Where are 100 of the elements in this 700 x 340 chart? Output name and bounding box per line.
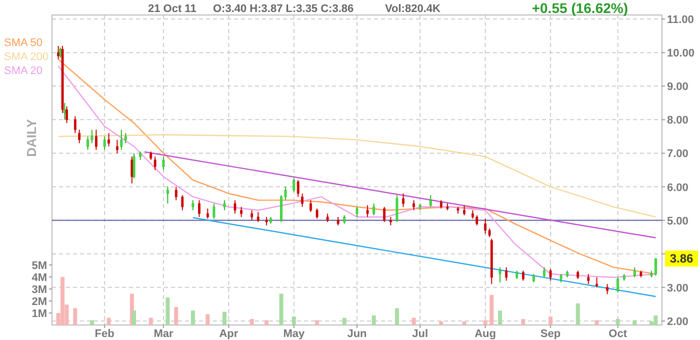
candlestick: [198, 200, 200, 218]
candlestick: [383, 206, 386, 222]
candlestick: [412, 200, 415, 211]
bar: [439, 321, 444, 325]
bar: [498, 310, 502, 325]
candlestick: [240, 206, 243, 218]
candlestick: [543, 266, 546, 278]
y-tick-label: 10.00: [667, 48, 695, 60]
series-label: SMA 20: [4, 65, 43, 77]
candlestick: [162, 156, 165, 170]
y-tick-label: 6.00: [667, 182, 688, 194]
bar: [483, 320, 488, 325]
candlestick: [396, 194, 398, 222]
x-tick-label: Sep: [540, 328, 561, 340]
bar: [654, 315, 658, 325]
candlestick: [154, 156, 156, 170]
candlestick: [505, 266, 508, 282]
candlestick: [192, 200, 194, 211]
bar: [632, 320, 637, 325]
annotation: O:3.40 H:3.87 L:3.35 C:3.86: [213, 3, 354, 15]
bar: [490, 294, 494, 325]
x-tick-label: May: [283, 328, 306, 340]
bar: [372, 315, 376, 325]
x-tick-label: Jun: [347, 328, 368, 340]
candlestick: [484, 218, 487, 234]
bar: [394, 308, 399, 325]
x-tick-label: Jul: [412, 328, 428, 340]
candlestick: [429, 194, 432, 208]
candlestick: [292, 178, 296, 192]
candlestick: [74, 116, 76, 134]
bar: [166, 297, 170, 325]
candlestick: [124, 132, 127, 144]
candlestick: [596, 276, 598, 288]
candlestick: [206, 208, 209, 220]
y-tick-label: 7.00: [667, 148, 688, 160]
candlestick: [616, 276, 620, 293]
bar: [222, 312, 226, 325]
bar: [132, 310, 136, 325]
candlestick: [372, 203, 376, 216]
series-label: SMA 50: [4, 37, 43, 49]
y2-tick-label: 4M: [32, 272, 47, 284]
candlestick: [498, 266, 502, 283]
annotation: 3.86: [670, 252, 694, 266]
candlestick: [301, 192, 304, 208]
bar: [342, 318, 346, 325]
candlestick: [63, 102, 66, 120]
bar: [190, 310, 195, 325]
annotation: 21 Oct 11: [148, 3, 196, 15]
candlestick: [633, 266, 636, 278]
candlestick: [108, 132, 110, 148]
candlestick: [223, 200, 226, 211]
candlestick: [366, 204, 369, 218]
candlestick: [94, 129, 98, 150]
bar: [292, 316, 296, 325]
candlestick: [356, 206, 358, 218]
bar: [60, 276, 65, 325]
candlestick: [103, 136, 106, 150]
y2-tick-label: 3M: [32, 284, 47, 296]
candlestick: [463, 204, 466, 216]
x-tick-label: Oct: [608, 328, 628, 340]
candlestick: [120, 129, 123, 150]
y2-tick-label: 1M: [32, 308, 47, 320]
candlestick: [522, 270, 524, 282]
bar: [594, 320, 599, 325]
candlestick: [116, 139, 118, 154]
candlestick: [606, 284, 609, 295]
candlestick: [654, 258, 657, 276]
candlestick: [66, 106, 68, 124]
x-tick-label: Apr: [219, 328, 239, 340]
candlestick: [132, 152, 136, 179]
x-tick-label: Feb: [94, 328, 115, 340]
candlestick: [166, 186, 169, 204]
bar: [73, 308, 78, 325]
bar: [279, 294, 284, 325]
y-tick-label: 3.00: [667, 282, 688, 294]
y2-tick-label: 5M: [32, 260, 47, 272]
y-tick-label: 8.00: [667, 114, 688, 127]
annotation: +0.55 (16.62%): [532, 0, 628, 16]
annotation: Vol:820.4K: [385, 3, 440, 15]
bar: [462, 321, 466, 325]
candlestick: [587, 274, 590, 285]
candlestick: [310, 200, 312, 212]
bar: [548, 316, 553, 325]
y-tick-label: 9.00: [667, 81, 688, 94]
candlestick: [212, 203, 216, 220]
candlestick: [174, 186, 178, 201]
bar: [315, 320, 320, 325]
bar: [174, 306, 178, 325]
candlestick: [476, 214, 478, 226]
bar: [521, 318, 526, 325]
candlestick: [316, 208, 318, 220]
candlestick: [256, 211, 260, 222]
bar: [148, 318, 153, 325]
bar: [264, 320, 269, 325]
candlestick: [402, 192, 404, 208]
bar: [250, 318, 254, 325]
y-tick-label: 5.00: [667, 215, 688, 228]
candlestick: [234, 200, 236, 214]
bar: [90, 320, 94, 325]
text: DAILY: [24, 118, 39, 157]
